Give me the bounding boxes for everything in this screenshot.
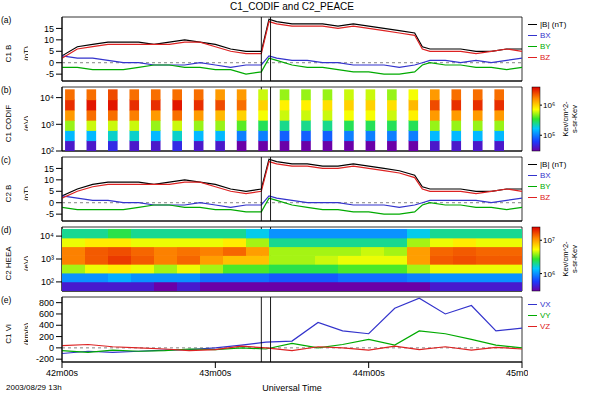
- svg-text:-5: -5: [46, 209, 54, 219]
- html-text:BZ: BZ: [540, 53, 551, 62]
- svg-text:-200: -200: [36, 354, 54, 364]
- svg-text:(e): (e): [1, 295, 12, 305]
- html-text:BX: BX: [540, 171, 551, 180]
- html-text:2003/08/29 13h: 2003/08/29 13h: [6, 383, 62, 392]
- svg-text:C2 B(nT): C2 B(nT): [4, 185, 28, 203]
- svg-text:5: 5: [49, 186, 54, 196]
- svg-text:C1 Vi(km/s): C1 Vi(km/s): [4, 323, 28, 346]
- svg-text:10⁴: 10⁴: [40, 93, 54, 103]
- svg-text:45m00s: 45m00s: [506, 368, 528, 378]
- svg-text:15: 15: [44, 24, 54, 34]
- svg-text:(c): (c): [1, 155, 11, 165]
- svg-text:10⁶: 10⁶: [543, 270, 555, 279]
- html-text:|B| (nT): |B| (nT): [540, 160, 567, 169]
- html-text:VY: VY: [540, 311, 551, 320]
- svg-text:10⁴: 10⁴: [40, 231, 54, 241]
- html-text:BX: BX: [540, 31, 551, 40]
- svg-text:10: 10: [44, 175, 54, 185]
- svg-text:10²: 10²: [41, 146, 54, 154]
- svg-text:(a): (a): [1, 15, 12, 25]
- svg-text:(b): (b): [1, 85, 12, 95]
- svg-text:C1 B(nT): C1 B(nT): [4, 45, 28, 63]
- html-text:|B| (nT): |B| (nT): [540, 20, 567, 29]
- html-text:BZ: BZ: [540, 193, 551, 202]
- svg-text:0: 0: [49, 58, 54, 68]
- svg-text:200: 200: [39, 332, 54, 342]
- svg-text:44m00s: 44m00s: [353, 368, 386, 378]
- svg-text:Kev/cm^2-s-sr-Kev: Kev/cm^2-s-sr-Kev: [561, 241, 579, 277]
- html-text:VX: VX: [540, 300, 551, 309]
- svg-text:10⁵: 10⁵: [543, 131, 555, 140]
- svg-text:0: 0: [49, 343, 54, 353]
- html-text:C1_CODIF and C2_PEACE: C1_CODIF and C2_PEACE: [230, 1, 354, 12]
- svg-text:800: 800: [39, 298, 54, 308]
- svg-text:10⁷: 10⁷: [543, 236, 555, 245]
- svg-text:15: 15: [44, 164, 54, 174]
- html-text:BY: BY: [540, 182, 551, 191]
- svg-text:(d): (d): [1, 225, 12, 235]
- svg-text:C1 CODIF(eV): C1 CODIF(eV): [4, 105, 28, 142]
- svg-text:10²: 10²: [41, 277, 54, 287]
- svg-text:10³: 10³: [41, 254, 54, 264]
- svg-text:Kev/cm^2-s-sr-Kev: Kev/cm^2-s-sr-Kev: [561, 101, 579, 137]
- svg-text:600: 600: [39, 309, 54, 319]
- html-text:BY: BY: [540, 42, 551, 51]
- svg-text:C2 HEEA(eV): C2 HEEA(eV): [4, 246, 28, 281]
- html-text:Universal Time: Universal Time: [262, 383, 322, 393]
- svg-text:-5: -5: [46, 69, 54, 79]
- html-text:VZ: VZ: [540, 322, 551, 331]
- svg-text:10⁶: 10⁶: [543, 101, 555, 110]
- svg-text:10: 10: [44, 35, 54, 45]
- svg-text:42m00s: 42m00s: [46, 368, 79, 378]
- svg-text:43m00s: 43m00s: [199, 368, 232, 378]
- svg-text:10³: 10³: [41, 120, 54, 130]
- svg-text:5: 5: [49, 46, 54, 56]
- svg-text:0: 0: [49, 198, 54, 208]
- svg-text:400: 400: [39, 320, 54, 330]
